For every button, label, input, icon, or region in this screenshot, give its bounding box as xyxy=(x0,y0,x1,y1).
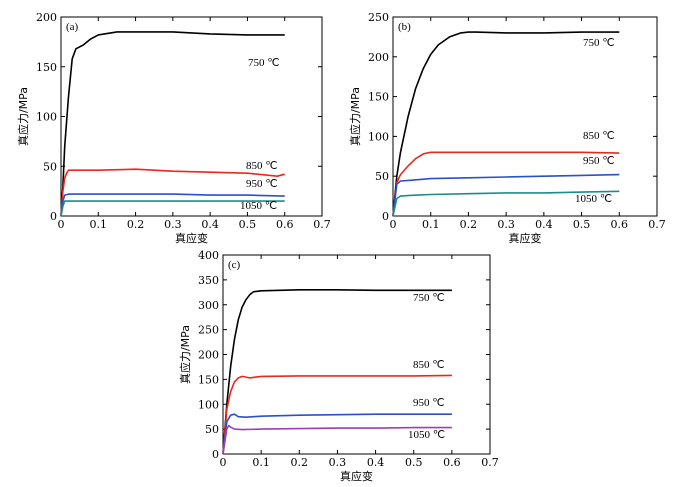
panel-label: (c) xyxy=(228,259,241,271)
plot-frame xyxy=(222,254,491,455)
series-line-2 xyxy=(222,374,452,455)
y-axis-label: 真应力/MPa xyxy=(178,325,192,384)
y-axis-label: 真应力/MPa xyxy=(348,87,362,146)
panel-label: (a) xyxy=(66,21,79,33)
y-tick-label: 0 xyxy=(50,210,57,223)
x-tick-label: 0.1 xyxy=(252,456,270,469)
y-tick-label: 50 xyxy=(205,423,219,436)
series-label-1: 750 ℃ xyxy=(413,292,445,304)
x-axis-label: 真应变 xyxy=(509,231,542,245)
x-tick-label: 0.5 xyxy=(239,218,257,231)
x-tick-label: 0.3 xyxy=(164,218,182,231)
x-tick-label: 0.2 xyxy=(127,218,145,231)
y-tick-label: 100 xyxy=(368,130,389,143)
plot-frame xyxy=(60,16,323,217)
y-tick-label: 200 xyxy=(36,11,57,24)
y-tick-label: 100 xyxy=(198,398,219,411)
y-tick-label: 300 xyxy=(198,299,219,312)
x-tick-label: 0.7 xyxy=(481,456,499,469)
x-tick-label: 0.6 xyxy=(443,456,461,469)
x-axis-label: 真应变 xyxy=(340,469,373,483)
x-tick-label: 0.4 xyxy=(201,218,219,231)
chart-panel-2: 0 0.1 0.2 0.3 0.4 0.5 0.6 0.7 0 50 100 150 200 250 真应变… xyxy=(348,11,666,245)
x-tick-label: 0 xyxy=(58,218,65,231)
series-label-3: 950 ℃ xyxy=(583,155,615,167)
series-label-4: 1050 ℃ xyxy=(240,200,277,212)
series-line-3 xyxy=(60,193,285,217)
y-tick-label: 400 xyxy=(198,249,219,262)
panel-label: (b) xyxy=(398,21,411,33)
x-tick-label: 0.6 xyxy=(276,218,294,231)
series-line-3 xyxy=(222,413,452,455)
x-tick-label: 0.2 xyxy=(460,218,478,231)
y-tick-label: 200 xyxy=(198,349,219,362)
y-tick-label: 100 xyxy=(36,111,57,124)
plot-frame xyxy=(392,16,658,217)
y-axis-label: 真应力/MPa xyxy=(16,87,30,146)
y-tick-label: 50 xyxy=(43,160,57,173)
x-tick-label: 0.3 xyxy=(329,456,347,469)
series-line-4 xyxy=(60,200,285,217)
y-tick-label: 200 xyxy=(368,51,389,64)
y-tick-label: 250 xyxy=(198,324,219,337)
series-line-2 xyxy=(392,151,620,217)
series-line-1 xyxy=(392,31,620,217)
x-axis-label: 真应变 xyxy=(175,231,208,245)
x-tick-label: 0.1 xyxy=(422,218,440,231)
x-tick-label: 0 xyxy=(390,218,397,231)
series-line-3 xyxy=(392,173,620,217)
y-tick-label: 50 xyxy=(375,170,389,183)
x-tick-label: 0.4 xyxy=(367,456,385,469)
chart-panel-1: 0 0.1 0.2 0.3 0.4 0.5 0.6 0.7 0 50 100 150 200 真应变 真应力… xyxy=(16,11,331,245)
x-tick-label: 0.1 xyxy=(90,218,108,231)
series-label-4: 1050 ℃ xyxy=(575,193,612,205)
x-tick-label: 0.4 xyxy=(535,218,553,231)
x-tick-label: 0.7 xyxy=(648,218,666,231)
series-label-4: 1050 ℃ xyxy=(408,429,445,441)
series-label-2: 850 ℃ xyxy=(413,359,445,371)
series-label-2: 850 ℃ xyxy=(246,160,278,172)
series-line-2 xyxy=(60,168,285,217)
chart-panel-3: 0 0.1 0.2 0.3 0.4 0.5 0.6 0.7 0 50 100 150 200 250 300… xyxy=(178,249,499,483)
series-line-4 xyxy=(222,424,452,455)
series-label-1: 750 ℃ xyxy=(248,57,280,69)
series-label-2: 850 ℃ xyxy=(583,130,615,142)
y-tick-label: 150 xyxy=(368,91,389,104)
y-tick-label: 0 xyxy=(382,210,389,223)
x-tick-label: 0.3 xyxy=(497,218,515,231)
series-label-3: 950 ℃ xyxy=(413,397,445,409)
y-tick-label: 150 xyxy=(36,61,57,74)
y-tick-label: 0 xyxy=(212,448,219,461)
series-label-1: 750 ℃ xyxy=(583,37,615,49)
x-tick-label: 0.2 xyxy=(291,456,309,469)
y-tick-label: 350 xyxy=(198,274,219,287)
x-tick-label: 0.5 xyxy=(573,218,591,231)
series-line-1 xyxy=(60,31,285,217)
x-tick-label: 0 xyxy=(220,456,227,469)
x-tick-label: 0.5 xyxy=(405,456,423,469)
series-line-4 xyxy=(392,190,620,217)
series-line-1 xyxy=(222,288,452,455)
x-tick-label: 0.7 xyxy=(313,218,331,231)
y-tick-label: 150 xyxy=(198,373,219,386)
y-tick-label: 250 xyxy=(368,11,389,24)
series-label-3: 950 ℃ xyxy=(246,178,278,190)
x-tick-label: 0.6 xyxy=(611,218,629,231)
